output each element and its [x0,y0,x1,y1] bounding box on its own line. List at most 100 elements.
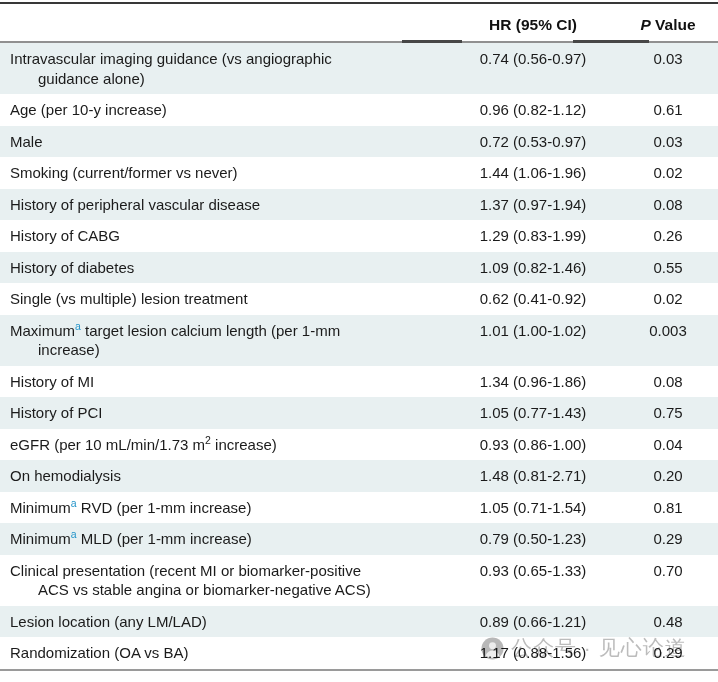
row-label-text: Single (vs multiple) lesion treatment [10,290,248,307]
header-hr-ci: HR (95% CI) [448,3,618,42]
row-label-text: Randomization (OA vs BA) [10,644,188,661]
row-hr-value: 1.37 (0.97-1.94) [448,189,618,221]
row-label-text: History of diabetes [10,259,134,276]
row-hr-value: 0.96 (0.82-1.12) [448,94,618,126]
table-row: Minimuma MLD (per 1-mm increase) 0.79 (0… [0,523,718,555]
header-rule-dark-segment-2 [573,40,649,43]
row-label: Minimuma RVD (per 1-mm increase) [0,492,448,524]
row-p-value: 0.08 [618,366,718,398]
row-hr-value: 1.29 (0.83-1.99) [448,220,618,252]
row-hr-value: 1.01 (1.00-1.02) [448,315,618,366]
row-p-value: 0.02 [618,283,718,315]
table-row: Age (per 10-y increase) 0.96 (0.82-1.12)… [0,94,718,126]
table-row: Clinical presentation (recent MI or biom… [0,555,718,606]
row-p-value: 0.08 [618,189,718,221]
row-hr-value: 1.17 (0.88-1.56) [448,637,618,670]
row-label-text: Male [10,133,43,150]
row-p-value: 0.61 [618,94,718,126]
table-body: Intravascular imaging guidance (vs angio… [0,42,718,670]
row-label: Lesion location (any LM/LAD) [0,606,448,638]
table-row: History of CABG 1.29 (0.83-1.99) 0.26 [0,220,718,252]
row-label-text: Age (per 10-y increase) [10,101,167,118]
row-hr-value: 0.93 (0.86-1.00) [448,429,618,461]
row-hr-value: 0.93 (0.65-1.33) [448,555,618,606]
table-row: Lesion location (any LM/LAD) 0.89 (0.66-… [0,606,718,638]
table-header: HR (95% CI) P Value [0,3,718,42]
row-p-value: 0.70 [618,555,718,606]
row-p-value: 0.48 [618,606,718,638]
row-p-value: 0.20 [618,460,718,492]
table-row: History of PCI 1.05 (0.77-1.43) 0.75 [0,397,718,429]
row-label: Intravascular imaging guidance (vs angio… [0,42,448,94]
table-row: History of diabetes 1.09 (0.82-1.46) 0.5… [0,252,718,284]
row-hr-value: 1.09 (0.82-1.46) [448,252,618,284]
row-p-value: 0.29 [618,637,718,670]
table-row: Maximuma target lesion calcium length (p… [0,315,718,366]
row-hr-value: 0.89 (0.66-1.21) [448,606,618,638]
row-label: eGFR (per 10 mL/min/1.73 m2 increase) [0,429,448,461]
row-p-value: 0.55 [618,252,718,284]
row-label-text: On hemodialysis [10,467,121,484]
row-label: History of diabetes [0,252,448,284]
table-row: History of MI 1.34 (0.96-1.86) 0.08 [0,366,718,398]
table-row: Minimuma RVD (per 1-mm increase) 1.05 (0… [0,492,718,524]
row-label-text: Minimum [10,499,71,516]
row-label-text: eGFR (per 10 mL/min/1.73 m [10,436,205,453]
hazard-ratio-table: HR (95% CI) P Value Intravascular imagin… [0,2,718,671]
row-label-text: ACS vs stable angina or biomarker-negati… [38,581,371,598]
row-label: History of MI [0,366,448,398]
row-hr-value: 0.74 (0.56-0.97) [448,42,618,94]
row-hr-value: 0.62 (0.41-0.92) [448,283,618,315]
row-p-value: 0.003 [618,315,718,366]
row-hr-value: 1.44 (1.06-1.96) [448,157,618,189]
row-label-text: increase) [211,436,277,453]
table-row: History of peripheral vascular disease 1… [0,189,718,221]
row-p-value: 0.81 [618,492,718,524]
header-row: HR (95% CI) P Value [0,3,718,42]
row-label-text: History of CABG [10,227,120,244]
row-label: On hemodialysis [0,460,448,492]
row-label: History of PCI [0,397,448,429]
row-label: Male [0,126,448,158]
row-label: History of CABG [0,220,448,252]
row-p-value: 0.03 [618,126,718,158]
row-label-text: MLD (per 1-mm increase) [77,530,252,547]
table-row: Single (vs multiple) lesion treatment 0.… [0,283,718,315]
row-p-value: 0.04 [618,429,718,461]
row-label-text: Minimum [10,530,71,547]
row-label: Clinical presentation (recent MI or biom… [0,555,448,606]
row-label: History of peripheral vascular disease [0,189,448,221]
row-label-text: target lesion calcium length (per 1-mm [81,322,340,339]
table-row: Smoking (current/former vs never) 1.44 (… [0,157,718,189]
row-label: Smoking (current/former vs never) [0,157,448,189]
row-label-text: RVD (per 1-mm increase) [77,499,252,516]
row-label: Minimuma MLD (per 1-mm increase) [0,523,448,555]
row-hr-value: 1.05 (0.77-1.43) [448,397,618,429]
header-hr-ci-label: HR (95% CI) [489,16,577,33]
row-hr-value: 1.48 (0.81-2.71) [448,460,618,492]
row-p-value: 0.75 [618,397,718,429]
row-hr-value: 0.79 (0.50-1.23) [448,523,618,555]
header-label-column [0,3,448,42]
row-label-text: History of MI [10,373,94,390]
row-label-text: History of peripheral vascular disease [10,196,260,213]
table-page: HR (95% CI) P Value Intravascular imagin… [0,0,718,682]
row-label-text: Clinical presentation (recent MI or biom… [10,562,361,579]
row-hr-value: 1.34 (0.96-1.86) [448,366,618,398]
row-hr-value: 0.72 (0.53-0.97) [448,126,618,158]
row-label-text: increase) [38,341,100,358]
row-p-value: 0.29 [618,523,718,555]
header-p-value: P Value [618,3,718,42]
row-label: Single (vs multiple) lesion treatment [0,283,448,315]
row-label-text: History of PCI [10,404,103,421]
table-row: eGFR (per 10 mL/min/1.73 m2 increase) 0.… [0,429,718,461]
row-label-text: Maximum [10,322,75,339]
row-label-text: Lesion location (any LM/LAD) [10,613,207,630]
header-rule-dark-segment-1 [402,40,462,43]
row-label-text: Smoking (current/former vs never) [10,164,238,181]
row-label: Randomization (OA vs BA) [0,637,448,670]
row-hr-value: 1.05 (0.71-1.54) [448,492,618,524]
row-p-value: 0.02 [618,157,718,189]
header-p-italic: P [640,16,650,33]
row-p-value: 0.03 [618,42,718,94]
